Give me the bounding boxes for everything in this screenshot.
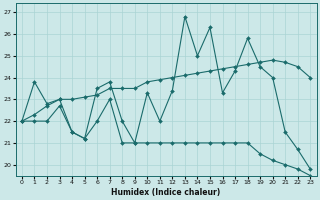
- X-axis label: Humidex (Indice chaleur): Humidex (Indice chaleur): [111, 188, 221, 197]
